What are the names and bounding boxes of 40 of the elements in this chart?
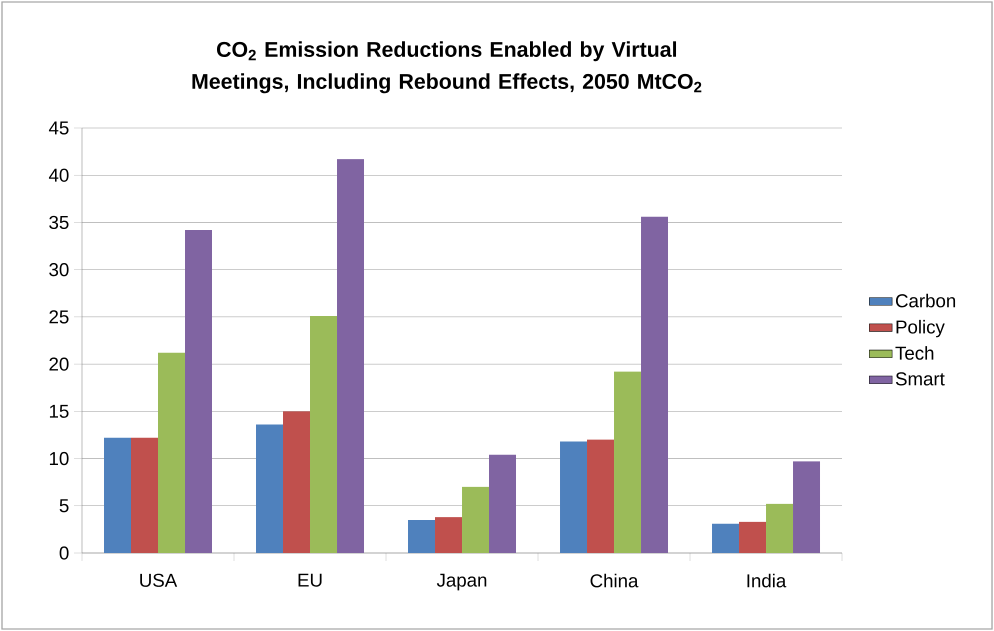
bar [158,352,186,553]
x-tick-label: Japan [436,574,486,590]
legend-label: Tech [895,346,934,360]
legend-label: Policy [896,320,945,338]
x-tick-label: USA [140,574,178,587]
y-tick-label: 45 [48,121,69,135]
bar [560,442,588,553]
bar [408,520,436,553]
bar [614,372,642,553]
bar [712,524,740,553]
bar [489,454,516,553]
bar [766,504,794,553]
legend-label: Smart [896,372,945,386]
y-tick-label: 0 [60,546,69,560]
y-tick-label: 20 [49,357,69,371]
bar [256,424,284,553]
bar [310,316,338,553]
bar [641,216,668,553]
legend-label: Carbon [896,294,956,308]
y-tick-label: 15 [50,404,69,418]
bar [337,159,364,553]
y-tick-label: 30 [49,263,69,276]
bar [462,486,490,553]
bar [587,440,614,553]
bar [283,411,310,553]
bar [104,438,131,553]
x-tick-label: China [590,574,638,588]
y-tick-label: 25 [49,310,69,324]
chart-title: CO$_{2}$ Emission Reductions Enabled by Virtual Meetings, Including Rebound Effects, 2050 MtCO$_{2}$ [192,41,702,94]
bar [435,517,462,553]
x-tick-label: EU [298,574,322,587]
bar [131,438,158,553]
y-tick-label: 10 [50,452,69,466]
bar [185,230,212,553]
x-tick-label: India [747,574,786,588]
y-tick-label: 40 [48,168,69,182]
bar [739,522,766,553]
bar [793,461,820,553]
y-tick-label: 5 [60,499,69,512]
y-tick-label: 35 [49,216,69,230]
